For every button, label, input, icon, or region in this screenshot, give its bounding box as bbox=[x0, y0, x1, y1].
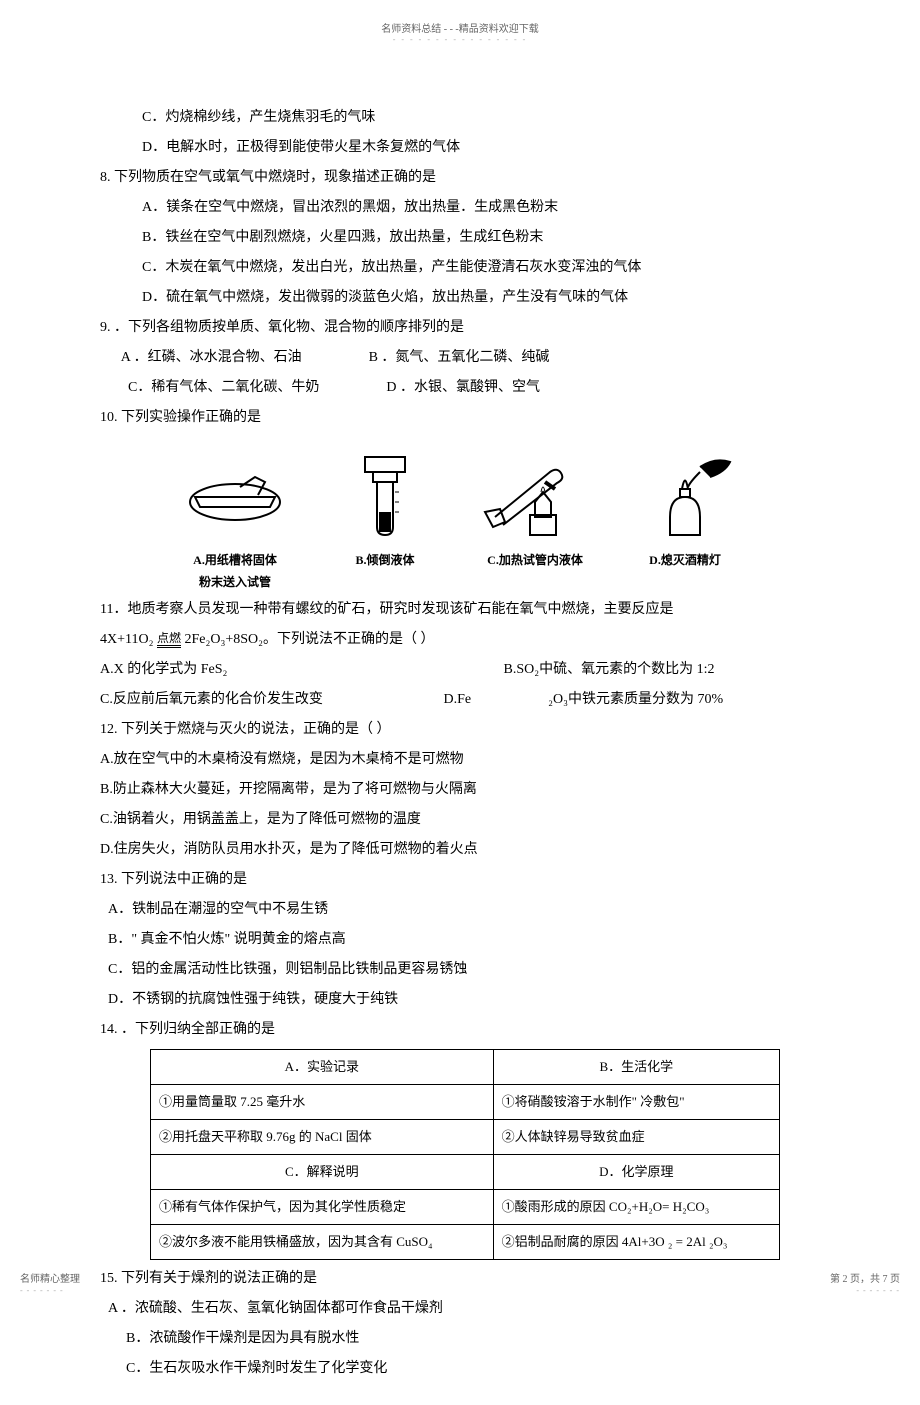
caption-b: B.倾倒液体 bbox=[310, 552, 460, 569]
q11-option-c: C.反应前后氧元素的化合价发生改变 bbox=[100, 686, 440, 714]
q13-option-a: A．铁制品在潮湿的空气中不易生锈 bbox=[108, 896, 820, 924]
q9-option-c: C．稀有气体、二氧化碳、牛奶 bbox=[128, 380, 319, 395]
q14-stem: 14. ．下列归纳全部正确的是 bbox=[100, 1016, 820, 1044]
q11-row2: C.反应前后氧元素的化合价发生改变 D.Fe ₂O₃中铁元素质量分数为 70% bbox=[100, 686, 820, 714]
page-header: 名师资料总结 - - -精品资料欢迎下载 bbox=[0, 0, 920, 35]
footer-right: 第 2 页，共 7 页 bbox=[830, 1270, 900, 1285]
q13-option-c: C．铝的金属活动性比铁强，则铝制品比铁制品更容易锈蚀 bbox=[108, 956, 820, 984]
tube-paper-icon bbox=[180, 457, 290, 537]
q15-option-a: A ．浓硫酸、生石灰、氢氧化钠固体都可作食品干燥剂 bbox=[108, 1295, 820, 1323]
q11-stem: 11．地质考察人员发现一种带有螺纹的矿石，研究时发现该矿石能在氧气中燃烧，主要反… bbox=[100, 596, 820, 624]
q9-stem: 9. ．下列各组物质按单质、氧化物、混合物的顺序排列的是 bbox=[100, 314, 820, 342]
q9-option-a: A ．红磷、冰水混合物、石油 bbox=[121, 350, 302, 365]
caption-a-1: A.用纸槽将固体 bbox=[160, 552, 310, 569]
cell-a2: ②用托盘天平称取 9.76g 的 NaCl 固体 bbox=[151, 1119, 494, 1154]
eq-left: 4X+11O₂ bbox=[100, 632, 153, 647]
footer-right-sub: - - - - - - - bbox=[856, 1286, 900, 1295]
cell-d1: ①酸雨形成的原因 CO₂+H₂O= H₂CO₃ bbox=[493, 1189, 779, 1224]
header-title: 名师资料总结 - - -精品资料欢迎下载 bbox=[381, 24, 539, 35]
q11-option-a: A.X 的化学式为 FeS₂ bbox=[100, 656, 500, 684]
q14-table: A．实验记录 B．生活化学 ①用量筒量取 7.25 毫升水 ①将硝酸铵溶于水制作… bbox=[150, 1049, 780, 1260]
lamp-off-icon bbox=[630, 447, 740, 547]
eq-condition: 点燃 bbox=[157, 631, 181, 646]
q8-option-c: C．木炭在氧气中燃烧，发出白光，放出热量，产生能使澄清石灰水变浑浊的气体 bbox=[100, 254, 820, 282]
q12-option-a: A.放在空气中的木桌椅没有燃烧，是因为木桌椅不是可燃物 bbox=[100, 746, 820, 774]
q15-option-c: C．生石灰吸水作干燥剂时发生了化学变化 bbox=[108, 1355, 820, 1383]
cell-c1: ①稀有气体作保护气，因为其化学性质稳定 bbox=[151, 1189, 494, 1224]
img-d: D.熄灭酒精灯 bbox=[610, 447, 760, 591]
header-dots: - - - - - - - - - - - - - - - - bbox=[0, 35, 920, 44]
cell-b2: ②人体缺锌易导致贫血症 bbox=[493, 1119, 779, 1154]
caption-d: D.熄灭酒精灯 bbox=[610, 552, 760, 569]
q12-stem: 12. 下列关于燃烧与灭火的说法，正确的是（ ） bbox=[100, 716, 820, 744]
q9-option-d: D ．水银、氯酸钾、空气 bbox=[386, 380, 540, 395]
q11-option-d-left: D.Fe bbox=[444, 692, 472, 707]
q12-option-b: B.防止森林大火蔓延，开挖隔离带，是为了将可燃物与火隔离 bbox=[100, 776, 820, 804]
q9-row2: C．稀有气体、二氧化碳、牛奶 D ．水银、氯酸钾、空气 bbox=[100, 374, 820, 402]
cell-headB: B．生活化学 bbox=[493, 1049, 779, 1084]
q12-option-d: D.住房失火，消防队员用水扑灭，是为了降低可燃物的着火点 bbox=[100, 836, 820, 864]
q11-equation: 4X+11O₂ 点燃 2Fe₂O₃+8SO₂。下列说法不正确的是（ ） bbox=[100, 626, 820, 654]
q15-option-b: B．浓硫酸作干燥剂是因为具有脱水性 bbox=[108, 1325, 820, 1353]
q9-row1: A ．红磷、冰水混合物、石油 B ．氮气、五氧化二磷、纯碱 bbox=[100, 344, 820, 372]
cell-b1: ①将硝酸铵溶于水制作" 冷敷包" bbox=[493, 1084, 779, 1119]
q8-stem: 8. 下列物质在空气或氧气中燃烧时，现象描述正确的是 bbox=[100, 164, 820, 192]
cell-headD: D．化学原理 bbox=[493, 1154, 779, 1189]
main-content: C．灼烧棉纱线，产生烧焦羽毛的气味 D．电解水时，正极得到能使带火星木条复燃的气… bbox=[0, 44, 920, 1405]
footer-left: 名师精心整理 bbox=[20, 1270, 80, 1285]
q13-option-b: B．" 真金不怕火炼" 说明黄金的熔点高 bbox=[108, 926, 820, 954]
heat-tube-icon bbox=[475, 447, 595, 547]
img-c: C.加热试管内液体 bbox=[460, 447, 610, 591]
q8-option-a: A．镁条在空气中燃烧，冒出浓烈的黑烟，放出热量．生成黑色粉末 bbox=[100, 194, 820, 222]
cell-d2: ②铝制品耐腐的原因 4Al+3O ₂ = 2Al ₂O₃ bbox=[493, 1224, 779, 1259]
cell-headA: A．实验记录 bbox=[151, 1049, 494, 1084]
cell-headC: C．解释说明 bbox=[151, 1154, 494, 1189]
experiment-images: A.用纸槽将固体 粉末送入试管 B.倾倒液体 bbox=[160, 447, 760, 591]
q12-option-c: C.油锅着火，用锅盖盖上，是为了降低可燃物的温度 bbox=[100, 806, 820, 834]
q13-option-d: D．不锈钢的抗腐蚀性强于纯铁，硬度大于纯铁 bbox=[108, 986, 820, 1014]
q9-option-b: B ．氮气、五氧化二磷、纯碱 bbox=[369, 350, 550, 365]
q10-stem: 10. 下列实验操作正确的是 bbox=[100, 404, 820, 432]
img-b: B.倾倒液体 bbox=[310, 447, 460, 591]
caption-c: C.加热试管内液体 bbox=[460, 552, 610, 569]
q7-option-d: D．电解水时，正极得到能使带火星木条复燃的气体 bbox=[100, 134, 820, 162]
pour-liquid-icon bbox=[335, 447, 435, 547]
q11-row1: A.X 的化学式为 FeS₂ B.SO₂中硫、氧元素的个数比为 1:2 bbox=[100, 656, 820, 684]
caption-a-2: 粉末送入试管 bbox=[160, 574, 310, 591]
q8-option-b: B．铁丝在空气中剧烈燃烧，火星四溅，放出热量，生成红色粉末 bbox=[100, 224, 820, 252]
eq-right: 2Fe₂O₃+8SO₂。下列说法不正确的是（ ） bbox=[185, 632, 435, 647]
q11-option-d-right: ₂O₃中铁元素质量分数为 70% bbox=[548, 692, 723, 707]
q13-stem: 13. 下列说法中正确的是 bbox=[100, 866, 820, 894]
img-a: A.用纸槽将固体 粉末送入试管 bbox=[160, 447, 310, 591]
cell-a1: ①用量筒量取 7.25 毫升水 bbox=[151, 1084, 494, 1119]
q11-option-b: B.SO₂中硫、氧元素的个数比为 1:2 bbox=[504, 662, 715, 677]
q8-option-d: D．硫在氧气中燃烧，发出微弱的淡蓝色火焰，放出热量，产生没有气味的气体 bbox=[100, 284, 820, 312]
cell-c2: ②波尔多液不能用铁桶盛放，因为其含有 CuSO₄ bbox=[151, 1224, 494, 1259]
q7-option-c: C．灼烧棉纱线，产生烧焦羽毛的气味 bbox=[100, 104, 820, 132]
q15-stem: 15. 下列有关于燥剂的说法正确的是 bbox=[100, 1265, 820, 1293]
eq-arrow: 点燃 bbox=[157, 631, 181, 648]
footer-left-sub: - - - - - - - bbox=[20, 1286, 64, 1295]
